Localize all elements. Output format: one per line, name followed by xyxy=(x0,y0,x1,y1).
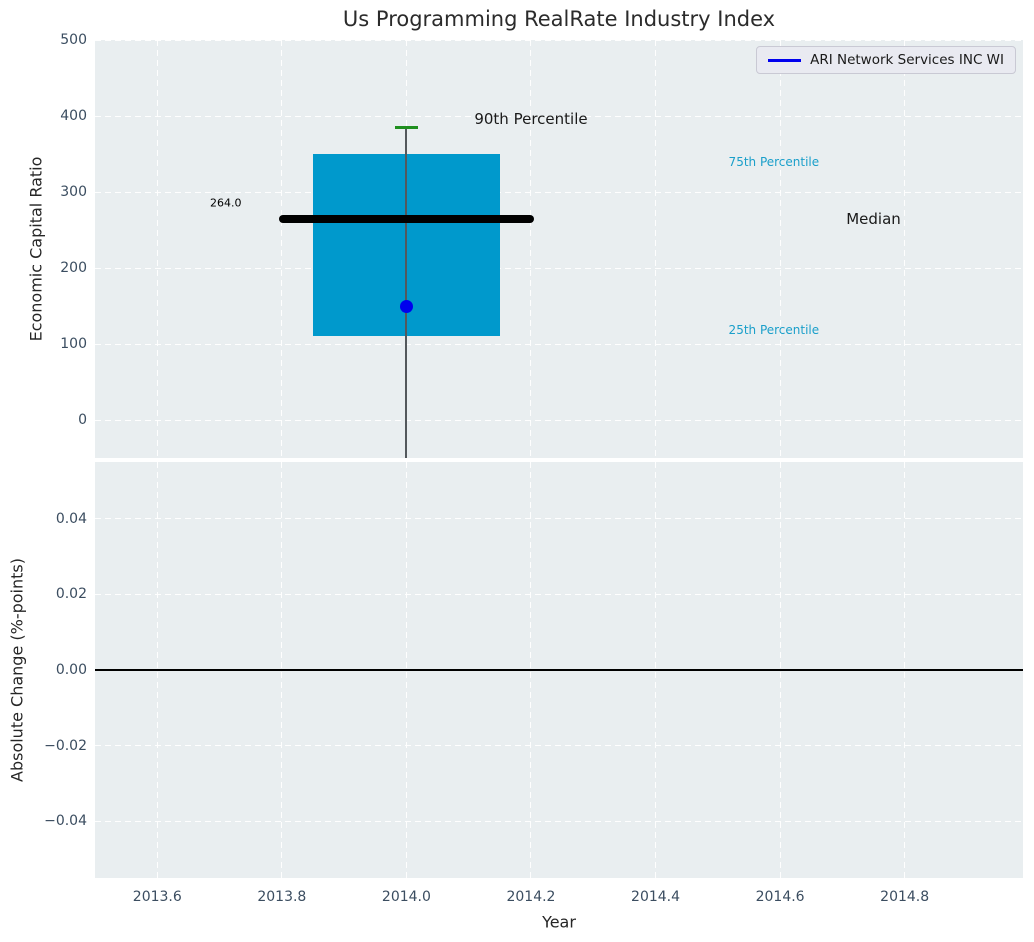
gridline-horizontal xyxy=(95,191,1023,193)
annotation-264-0: 264.0 xyxy=(210,196,242,210)
x-tick-label: 2014.2 xyxy=(506,889,556,905)
gridline-vertical xyxy=(904,40,906,458)
y-tick-label: 0.02 xyxy=(55,586,87,603)
y-tick-label: 200 xyxy=(60,260,87,276)
x-tick-label: 2014.8 xyxy=(880,889,930,905)
x-tick-label: 2014.0 xyxy=(381,889,431,905)
annotation-25th-percentile: 25th Percentile xyxy=(728,323,820,338)
x-tick-label: 2014.4 xyxy=(631,889,681,905)
company-point-marker xyxy=(399,299,413,313)
median-line xyxy=(278,215,535,224)
legend-label: ARI Network Services INC WI xyxy=(810,52,1004,68)
y-tick-label: 300 xyxy=(60,184,87,200)
y-tick-label: 0.04 xyxy=(55,510,87,527)
annotation-75th-percentile: 75th Percentile xyxy=(728,154,820,169)
y-tick-label: −0.04 xyxy=(44,813,87,830)
y-tick-label: 400 xyxy=(60,108,87,124)
legend-line-swatch xyxy=(768,58,802,62)
gridline-horizontal xyxy=(95,115,1023,117)
y-tick-label: −0.02 xyxy=(44,737,87,754)
x-tick-label: 2014.6 xyxy=(755,889,805,905)
whisker-line xyxy=(405,127,408,458)
y-tick-label: 0.00 xyxy=(55,662,87,678)
y-tick-label: 100 xyxy=(60,336,87,352)
zero-line xyxy=(95,669,1023,671)
gridline-vertical xyxy=(530,40,532,458)
gridline-horizontal xyxy=(95,40,1023,41)
p90-cap-line xyxy=(394,125,419,129)
x-tick-label: 2013.6 xyxy=(132,889,182,905)
y-tick-label: 0 xyxy=(78,412,87,428)
annotation-90th-percentile: 90th Percentile xyxy=(474,110,588,129)
y-axis-label-bottom: Absolute Change (%-points) xyxy=(7,558,27,782)
chart-title: Us Programming RealRate Industry Index xyxy=(342,7,776,31)
gridline-horizontal xyxy=(95,820,1023,822)
gridline-vertical xyxy=(655,40,657,458)
gridline-horizontal xyxy=(95,593,1023,595)
x-tick-label: 2013.8 xyxy=(257,889,307,905)
top-axes: ARI Network Services INC WI 264.0 90th Pe… xyxy=(95,40,1023,458)
x-axis-label: Year xyxy=(542,912,576,932)
gridline-vertical xyxy=(281,40,283,458)
y-tick-label: 500 xyxy=(60,32,87,48)
gridline-horizontal xyxy=(95,267,1023,269)
gridline-vertical xyxy=(156,40,158,458)
gridline-horizontal xyxy=(95,518,1023,520)
annotation-median: Median xyxy=(846,210,901,229)
bottom-axes xyxy=(95,462,1023,878)
gridline-horizontal xyxy=(95,745,1023,747)
gridline-vertical xyxy=(779,40,781,458)
gridline-horizontal xyxy=(95,419,1023,421)
gridline-horizontal xyxy=(95,343,1023,345)
legend: ARI Network Services INC WI xyxy=(756,46,1016,74)
